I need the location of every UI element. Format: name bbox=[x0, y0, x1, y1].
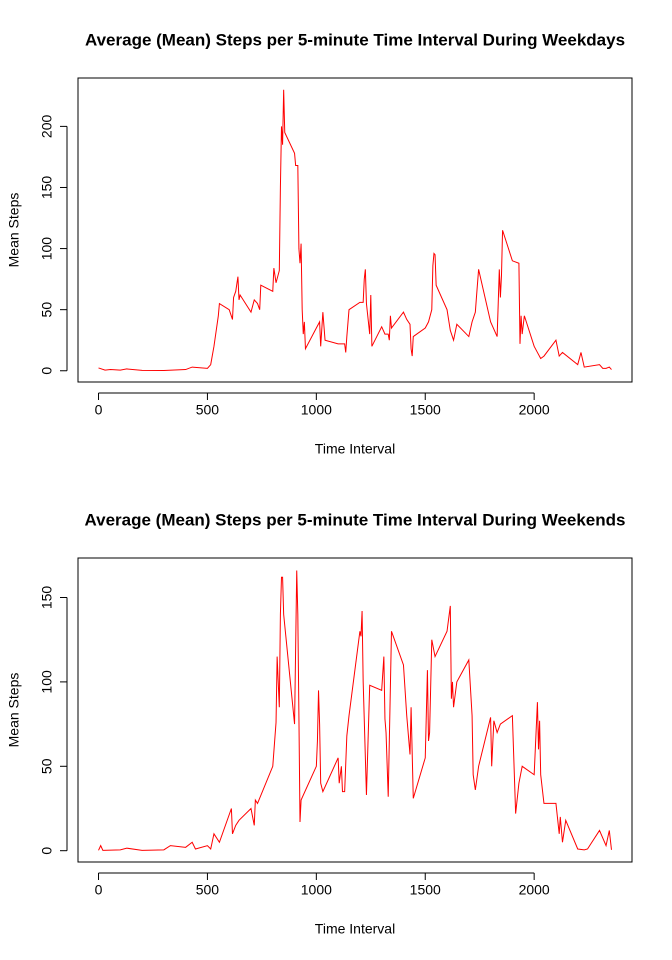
y-tick-label: 50 bbox=[39, 758, 55, 774]
y-tick-label: 150 bbox=[39, 176, 55, 200]
x-axis-label: Time Interval bbox=[315, 441, 395, 457]
y-tick-label: 100 bbox=[39, 670, 55, 694]
plot-box bbox=[77, 77, 633, 383]
y-axis-label: Mean Steps bbox=[6, 673, 22, 748]
x-tick-label: 1000 bbox=[301, 882, 332, 898]
x-tick-label: 1500 bbox=[410, 882, 441, 898]
plot-box bbox=[77, 557, 633, 863]
x-axis-label: Time Interval bbox=[315, 921, 395, 937]
y-tick-label: 100 bbox=[39, 237, 55, 261]
y-tick-label: 0 bbox=[39, 367, 55, 375]
y-tick-label: 200 bbox=[39, 114, 55, 138]
x-tick-label: 500 bbox=[196, 882, 220, 898]
data-line bbox=[98, 570, 612, 851]
x-tick-label: 2000 bbox=[519, 882, 550, 898]
y-tick-label: 0 bbox=[39, 847, 55, 855]
x-tick-label: 1000 bbox=[301, 402, 332, 418]
x-tick-label: 500 bbox=[196, 402, 220, 418]
x-tick-label: 1500 bbox=[410, 402, 441, 418]
chart: Average (Mean) Steps per 5-minute Time I… bbox=[6, 510, 633, 937]
x-tick-label: 2000 bbox=[519, 402, 550, 418]
y-axis-label: Mean Steps bbox=[6, 193, 22, 268]
y-tick-label: 150 bbox=[39, 586, 55, 610]
x-tick-label: 0 bbox=[95, 402, 103, 418]
x-tick-label: 0 bbox=[95, 882, 103, 898]
data-line bbox=[98, 89, 612, 372]
chart: Average (Mean) Steps per 5-minute Time I… bbox=[6, 30, 633, 457]
chart-title: Average (Mean) Steps per 5-minute Time I… bbox=[85, 30, 625, 49]
y-tick-label: 50 bbox=[39, 302, 55, 318]
chart-title: Average (Mean) Steps per 5-minute Time I… bbox=[84, 510, 625, 529]
